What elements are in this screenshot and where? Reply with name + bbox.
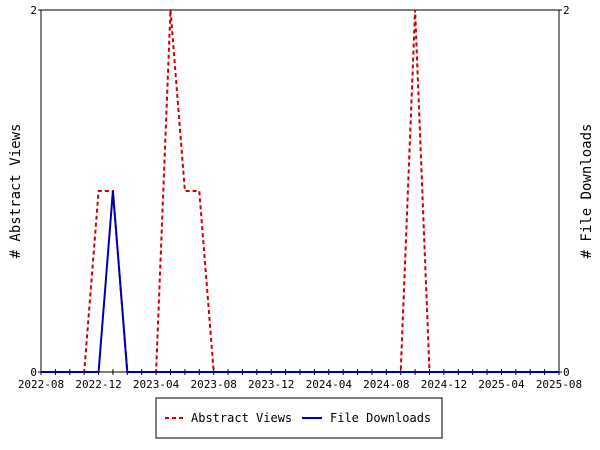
x-tick-label: 2023-08 — [190, 378, 236, 391]
y-right-tick-labels: 02 — [559, 4, 570, 379]
x-tick-label: 2024-12 — [421, 378, 467, 391]
x-tick-label: 2024-08 — [363, 378, 409, 391]
plot-area — [40, 9, 560, 375]
y-right-axis-title: # File Downloads — [579, 124, 595, 259]
x-tick-label: 2022-08 — [18, 378, 64, 391]
series-layer — [41, 9, 559, 373]
y-left-tick-label: 0 — [30, 366, 37, 379]
y-left-axis-title: # Abstract Views — [8, 124, 24, 259]
y-left-tick-label: 2 — [30, 4, 37, 17]
x-tick-label: 2023-12 — [248, 378, 294, 391]
y-left-tick-labels: 02 — [30, 4, 41, 379]
legend: Abstract Views File Downloads — [155, 397, 443, 439]
x-tick-label: 2023-04 — [133, 378, 180, 391]
x-tick-label: 2025-04 — [478, 378, 525, 391]
series-line-abstract-views — [41, 9, 559, 373]
y-right-tick-label: 0 — [563, 366, 570, 379]
x-tick-labels: 2022-08 2022-12 2023-04 2023-08 2023-12 2024-… — [18, 378, 582, 391]
legend-box — [155, 397, 443, 439]
x-tick-label: 2022-12 — [75, 378, 121, 391]
series-line-file-downloads — [41, 190, 559, 373]
legend-label-file-downloads: File Downloads — [330, 411, 431, 425]
x-tick-label: 2025-08 — [536, 378, 582, 391]
legend-label-abstract-views: Abstract Views — [191, 411, 292, 425]
y-right-tick-label: 2 — [563, 4, 570, 17]
plot-frame — [40, 9, 560, 373]
x-tick-label: 2024-04 — [306, 378, 353, 391]
